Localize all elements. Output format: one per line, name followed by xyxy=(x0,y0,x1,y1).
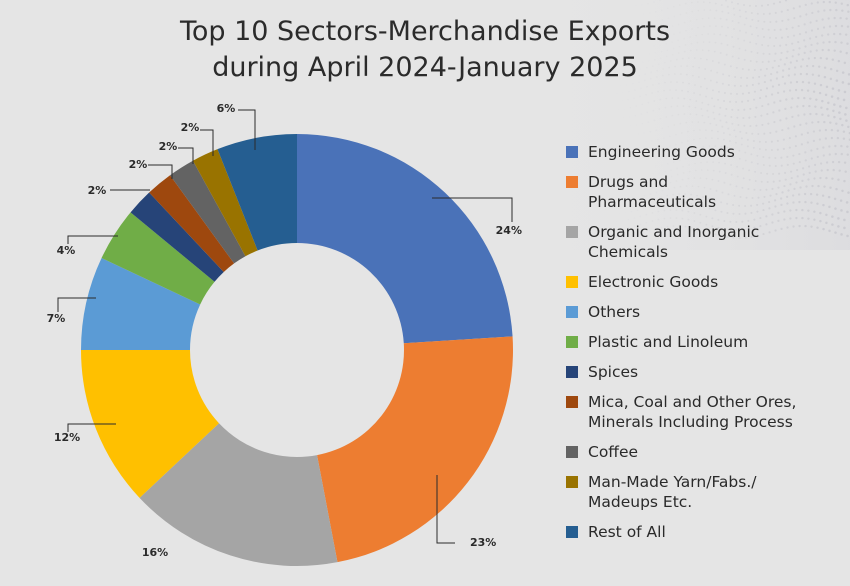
donut-slice xyxy=(297,134,513,344)
donut-slice xyxy=(130,192,224,282)
legend-label: Others xyxy=(588,303,641,321)
legend-item: Spices xyxy=(566,362,836,382)
leader-line xyxy=(178,147,194,164)
donut-slice xyxy=(149,175,235,273)
data-label: 23% xyxy=(470,536,496,549)
legend-swatch xyxy=(566,276,578,288)
leader-line xyxy=(432,197,513,222)
legend-label: Engineering Goods xyxy=(588,143,735,161)
legend-item: Organic and Inorganic Chemicals xyxy=(566,222,836,262)
legend-swatch xyxy=(566,336,578,348)
data-label: 4% xyxy=(57,244,76,257)
data-label: 7% xyxy=(47,312,66,325)
legend-swatch xyxy=(566,176,578,188)
leader-line xyxy=(148,164,173,179)
legend-label: Organic and Inorganic Chemicals xyxy=(588,223,760,261)
data-label: 24% xyxy=(496,224,522,237)
leader-line xyxy=(57,297,96,312)
leader-line xyxy=(67,235,118,244)
data-label: 2% xyxy=(129,158,148,171)
data-label: 2% xyxy=(181,121,200,134)
chart-legend: Engineering Goods Drugs and Pharmaceutica… xyxy=(566,142,836,552)
data-label: 6% xyxy=(217,102,236,115)
legend-item: Drugs and Pharmaceuticals xyxy=(566,172,836,212)
legend-label: Spices xyxy=(588,363,639,381)
legend-swatch xyxy=(566,446,578,458)
data-label: 16% xyxy=(142,546,168,559)
legend-label: Man-Made Yarn/Fabs./ Madeups Etc. xyxy=(588,473,757,511)
leader-line xyxy=(436,475,455,544)
legend-swatch xyxy=(566,226,578,238)
donut-slice xyxy=(139,423,338,567)
data-label: 2% xyxy=(159,140,178,153)
leader-line xyxy=(200,129,214,156)
data-label: 2% xyxy=(88,184,107,197)
donut-slice xyxy=(192,149,258,257)
donut-slice xyxy=(101,212,215,305)
leader-line xyxy=(238,109,256,150)
legend-label: Coffee xyxy=(588,443,639,461)
legend-swatch xyxy=(566,306,578,318)
legend-item: Others xyxy=(566,302,836,322)
legend-item: Man-Made Yarn/Fabs./ Madeups Etc. xyxy=(566,472,836,512)
legend-item: Coffee xyxy=(566,442,836,462)
donut-slice xyxy=(217,134,297,251)
legend-swatch xyxy=(566,526,578,538)
legend-label: Plastic and Linoleum xyxy=(588,333,749,351)
legend-swatch xyxy=(566,146,578,158)
title-line-2: during April 2024-January 2025 xyxy=(212,52,638,83)
leader-line xyxy=(67,423,116,432)
legend-swatch xyxy=(566,366,578,378)
legend-item: Electronic Goods xyxy=(566,272,836,292)
legend-label: Drugs and Pharmaceuticals xyxy=(588,173,717,211)
legend-label: Electronic Goods xyxy=(588,273,719,291)
legend-item: Rest of All xyxy=(566,522,836,542)
data-label: 12% xyxy=(54,431,80,444)
legend-swatch xyxy=(566,476,578,488)
donut-slice xyxy=(81,350,220,498)
legend-label: Rest of All xyxy=(588,523,666,541)
legend-item: Mica, Coal and Other Ores, Minerals Incl… xyxy=(566,392,836,432)
donut-slice xyxy=(81,258,201,350)
donut-slice xyxy=(170,160,246,264)
legend-swatch xyxy=(566,396,578,408)
title-line-1: Top 10 Sectors-Merchandise Exports xyxy=(179,16,671,47)
chart-title: Top 10 Sectors-Merchandise Exports durin… xyxy=(0,14,850,86)
donut-slice xyxy=(317,336,513,563)
legend-item: Plastic and Linoleum xyxy=(566,332,836,352)
legend-label: Mica, Coal and Other Ores, Minerals Incl… xyxy=(588,393,797,431)
decorative-dot-pattern xyxy=(510,0,850,250)
legend-item: Engineering Goods xyxy=(566,142,836,162)
